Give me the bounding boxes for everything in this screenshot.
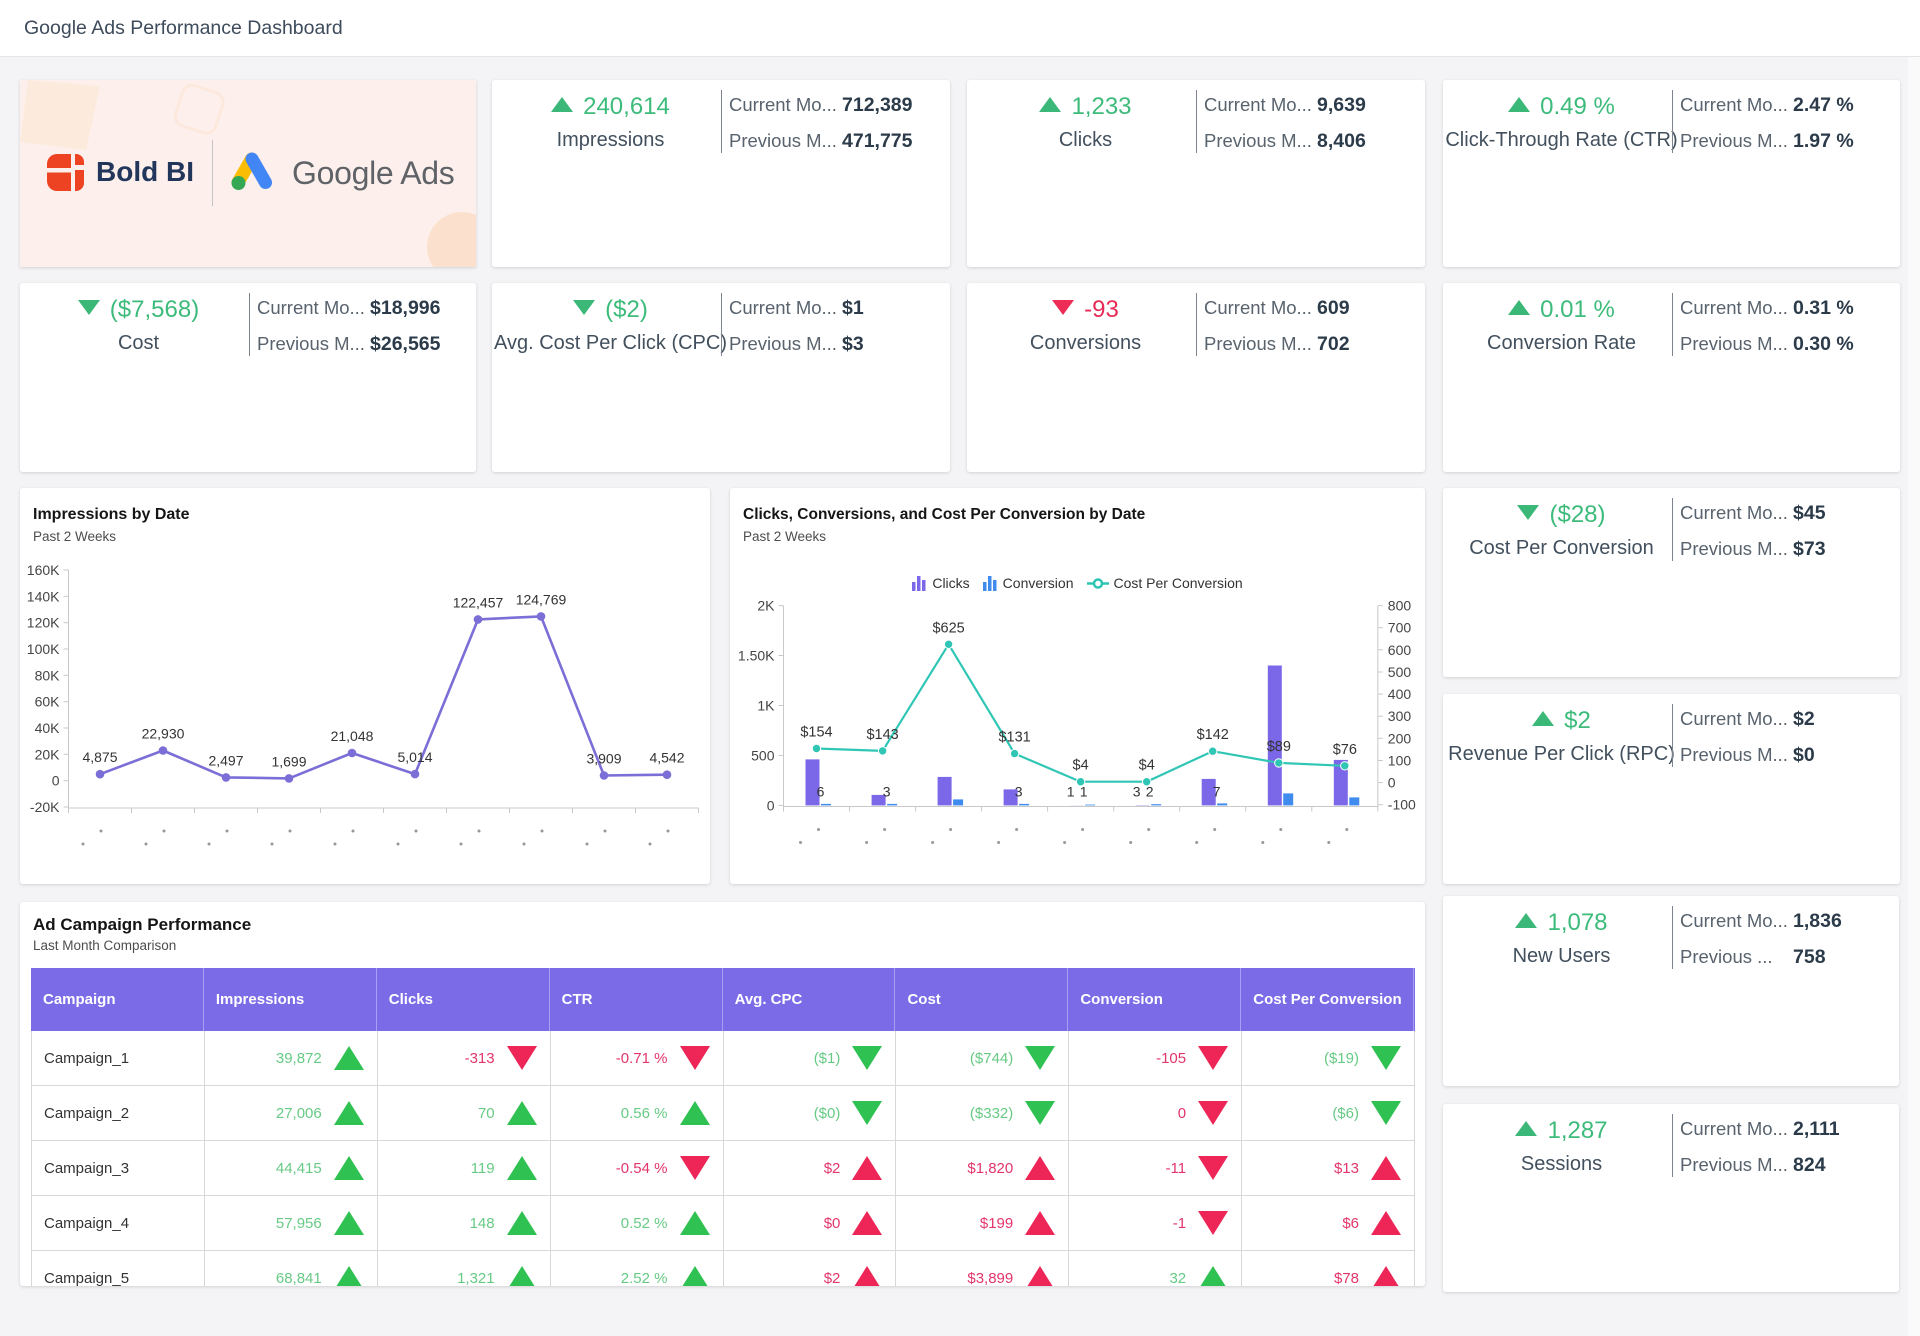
svg-text:500: 500 bbox=[1388, 664, 1412, 680]
svg-text:120K: 120K bbox=[27, 615, 60, 631]
svg-text:1,699: 1,699 bbox=[271, 753, 306, 769]
svg-text:$625: $625 bbox=[932, 620, 964, 636]
svg-text:80K: 80K bbox=[35, 667, 61, 683]
svg-text:22,930: 22,930 bbox=[142, 726, 185, 742]
svg-text:$154: $154 bbox=[800, 725, 832, 741]
svg-text:4,875: 4,875 bbox=[82, 749, 117, 765]
svg-text:3: 3 bbox=[883, 783, 891, 799]
svg-text:$142: $142 bbox=[1197, 727, 1229, 743]
svg-text:20K: 20K bbox=[35, 746, 61, 762]
svg-text:124,769: 124,769 bbox=[516, 591, 567, 607]
svg-text:4,542: 4,542 bbox=[649, 750, 684, 766]
svg-text:$143: $143 bbox=[866, 727, 898, 743]
svg-text:-100: -100 bbox=[1388, 797, 1416, 813]
svg-text:500: 500 bbox=[751, 747, 775, 763]
svg-text:$76: $76 bbox=[1333, 742, 1357, 758]
svg-text:2: 2 bbox=[1146, 783, 1154, 799]
svg-text:200: 200 bbox=[1388, 730, 1412, 746]
svg-text:700: 700 bbox=[1388, 620, 1412, 636]
svg-text:5,014: 5,014 bbox=[397, 749, 432, 765]
svg-text:1K: 1K bbox=[757, 698, 775, 714]
svg-text:0: 0 bbox=[1388, 775, 1396, 791]
svg-text:6: 6 bbox=[817, 783, 825, 799]
svg-text:3: 3 bbox=[1015, 783, 1023, 799]
svg-text:$4: $4 bbox=[1139, 758, 1155, 774]
svg-text:100: 100 bbox=[1388, 753, 1412, 769]
svg-text:100K: 100K bbox=[27, 641, 60, 657]
svg-text:140K: 140K bbox=[27, 588, 60, 604]
svg-text:400: 400 bbox=[1388, 686, 1412, 702]
svg-text:1.50K: 1.50K bbox=[738, 648, 775, 664]
svg-text:3: 3 bbox=[1133, 783, 1141, 799]
svg-text:600: 600 bbox=[1388, 642, 1412, 658]
svg-text:800: 800 bbox=[1388, 598, 1412, 614]
svg-text:1: 1 bbox=[1067, 783, 1075, 799]
svg-text:160K: 160K bbox=[27, 562, 60, 578]
svg-text:122,457: 122,457 bbox=[453, 594, 504, 610]
svg-text:40K: 40K bbox=[35, 720, 61, 736]
svg-text:300: 300 bbox=[1388, 708, 1412, 724]
svg-text:-20K: -20K bbox=[30, 799, 60, 815]
svg-text:$89: $89 bbox=[1267, 739, 1291, 755]
svg-text:1: 1 bbox=[1080, 783, 1088, 799]
svg-text:0: 0 bbox=[52, 773, 60, 789]
svg-text:3,909: 3,909 bbox=[586, 751, 621, 767]
svg-text:7: 7 bbox=[1213, 783, 1221, 799]
svg-text:60K: 60K bbox=[35, 694, 61, 710]
svg-text:2,497: 2,497 bbox=[208, 752, 243, 768]
svg-text:$4: $4 bbox=[1073, 758, 1089, 774]
svg-text:2K: 2K bbox=[757, 598, 775, 614]
svg-text:21,048: 21,048 bbox=[331, 728, 374, 744]
svg-text:$131: $131 bbox=[998, 730, 1030, 746]
svg-text:0: 0 bbox=[767, 797, 775, 813]
